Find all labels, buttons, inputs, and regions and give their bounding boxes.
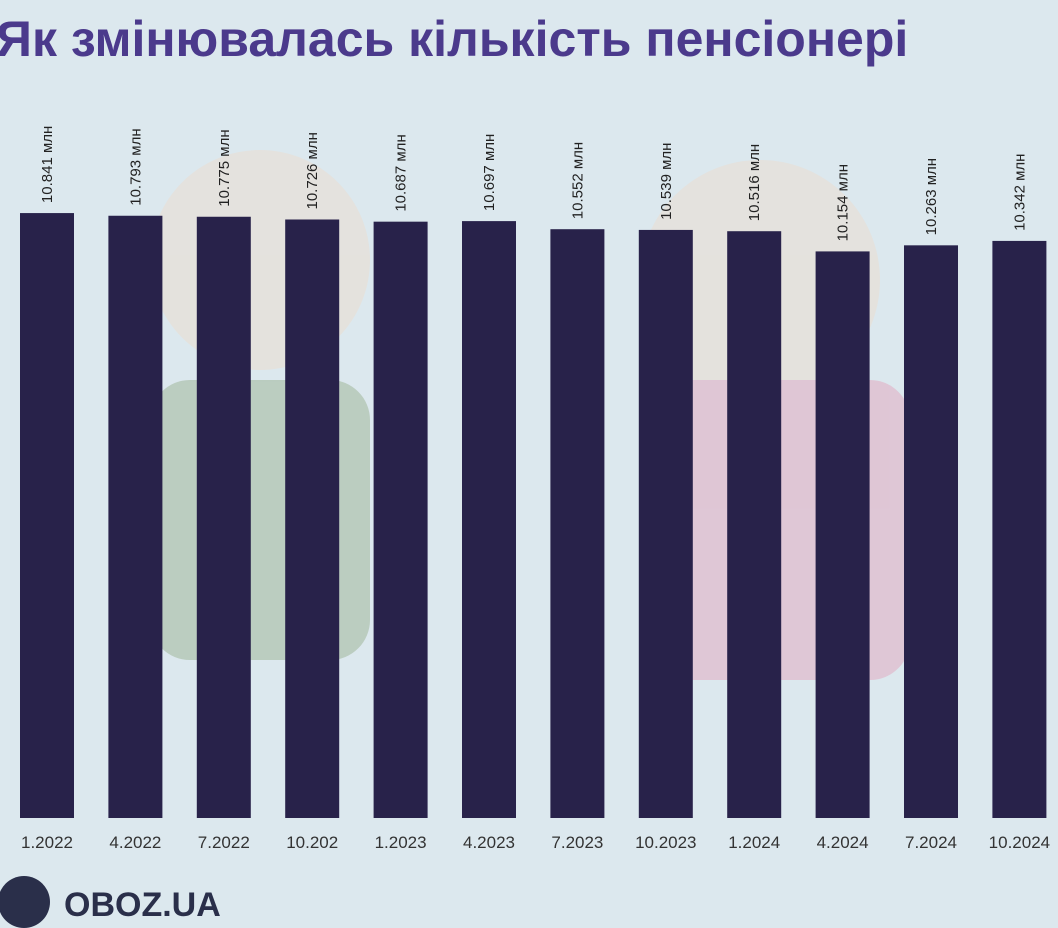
x-tick-label: 7.2022 — [198, 833, 250, 852]
value-label: 10.726 млн — [304, 132, 321, 209]
bar — [815, 251, 870, 818]
x-tick-label: 4.2024 — [817, 833, 869, 852]
value-label: 10.342 млн — [1011, 154, 1028, 231]
x-tick-label: 7.2024 — [905, 833, 957, 852]
logo-text: OBOZ.UA — [64, 886, 221, 924]
bar — [638, 229, 693, 818]
value-label: 10.154 млн — [835, 164, 852, 241]
bar — [196, 216, 251, 818]
value-label: 10.516 млн — [746, 144, 763, 221]
value-label: 10.841 млн — [39, 126, 56, 203]
x-tick-label: 1.2024 — [728, 833, 780, 852]
value-label: 10.697 млн — [481, 134, 498, 211]
bar — [462, 221, 516, 818]
value-label: 10.263 млн — [923, 158, 940, 235]
x-tick-label: 4.2022 — [109, 833, 161, 852]
bar — [20, 213, 74, 818]
value-label: 10.539 млн — [658, 143, 675, 220]
bar — [904, 245, 958, 819]
x-tick-label: 10.202 — [286, 833, 338, 852]
bar — [373, 221, 428, 818]
bar — [727, 231, 782, 818]
x-tick-label: 1.2022 — [21, 833, 73, 852]
x-tick-label: 7.2023 — [551, 833, 603, 852]
bar — [285, 219, 340, 818]
value-label: 10.552 млн — [569, 142, 586, 219]
bar — [108, 215, 163, 818]
x-tick-label: 10.2023 — [635, 833, 696, 852]
value-label: 10.793 млн — [127, 128, 144, 205]
bar — [992, 240, 1047, 819]
chart-title: Як змінювалась кількість пенсіонері — [0, 11, 908, 67]
x-tick-label: 4.2023 — [463, 833, 515, 852]
value-label: 10.775 млн — [216, 129, 233, 206]
x-tick-label: 1.2023 — [375, 833, 427, 852]
logo: OBOZ.UA — [0, 876, 221, 928]
bar — [550, 229, 605, 819]
decoration — [150, 150, 910, 680]
value-label: 10.687 млн — [393, 134, 410, 211]
x-tick-label: 10.2024 — [989, 833, 1050, 852]
